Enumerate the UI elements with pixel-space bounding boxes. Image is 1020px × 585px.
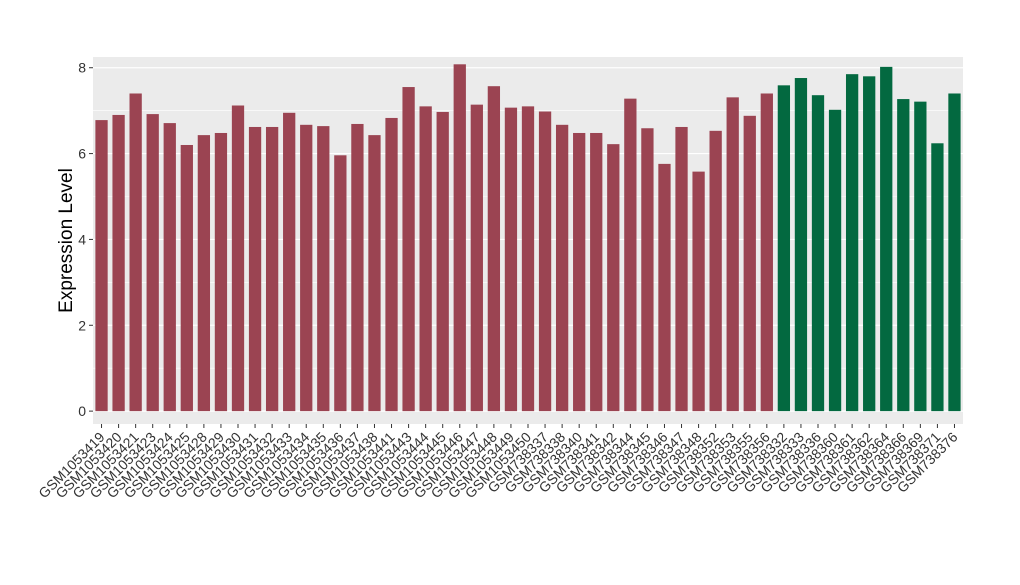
bar: [811, 95, 825, 412]
bar: [402, 87, 415, 412]
bar: [283, 112, 296, 412]
bar: [607, 144, 620, 412]
bar: [197, 135, 211, 412]
bar: [675, 126, 688, 412]
bar: [504, 107, 518, 412]
bar: [555, 124, 569, 412]
bar: [726, 97, 739, 412]
bar: [265, 126, 279, 412]
y-tick-label: 6: [78, 146, 86, 162]
bar: [163, 123, 176, 412]
bar: [590, 132, 603, 412]
bar: [624, 98, 637, 412]
bar: [828, 109, 842, 412]
bar: [385, 117, 398, 412]
bar: [351, 123, 364, 412]
bar: [470, 104, 483, 412]
bars: [95, 64, 961, 412]
bar: [641, 128, 654, 412]
y-tick-label: 0: [78, 403, 86, 419]
bar: [880, 66, 893, 412]
bar: [692, 171, 705, 412]
bar: [897, 99, 910, 412]
y-axis-label: Expression Level: [56, 168, 77, 313]
bar: [487, 86, 501, 412]
bar: [180, 144, 193, 412]
y-tick-label: 4: [78, 231, 86, 247]
bar: [248, 126, 262, 412]
x-axis: GSM1053419GSM1053420GSM1053421GSM1053423…: [35, 424, 961, 501]
bar: [419, 106, 432, 412]
y-axis: 0 2 4 6 8: [78, 60, 93, 419]
bar: [743, 115, 756, 412]
bar: [334, 155, 347, 412]
bar: [538, 111, 552, 412]
bar: [845, 74, 859, 412]
bar: [948, 93, 961, 412]
bar: [317, 126, 330, 412]
bar: [436, 111, 449, 412]
bar: [709, 130, 722, 412]
bar: [95, 120, 108, 412]
bar: [914, 101, 927, 412]
bar: [777, 85, 791, 412]
bar: [231, 105, 245, 412]
bar: [863, 76, 876, 412]
bar: [300, 124, 313, 412]
bar: [129, 93, 142, 412]
bar: [453, 64, 466, 412]
y-tick-label: 2: [78, 317, 86, 333]
y-tick-label: 8: [78, 60, 86, 76]
bar: [521, 106, 535, 412]
bar: [214, 132, 228, 412]
bar: [368, 135, 381, 412]
bar: [931, 143, 944, 412]
bar: [760, 93, 773, 412]
bar: [573, 132, 586, 412]
bar: [146, 114, 159, 412]
bar: [112, 114, 125, 412]
bar: [794, 78, 808, 412]
bar: [658, 163, 671, 412]
